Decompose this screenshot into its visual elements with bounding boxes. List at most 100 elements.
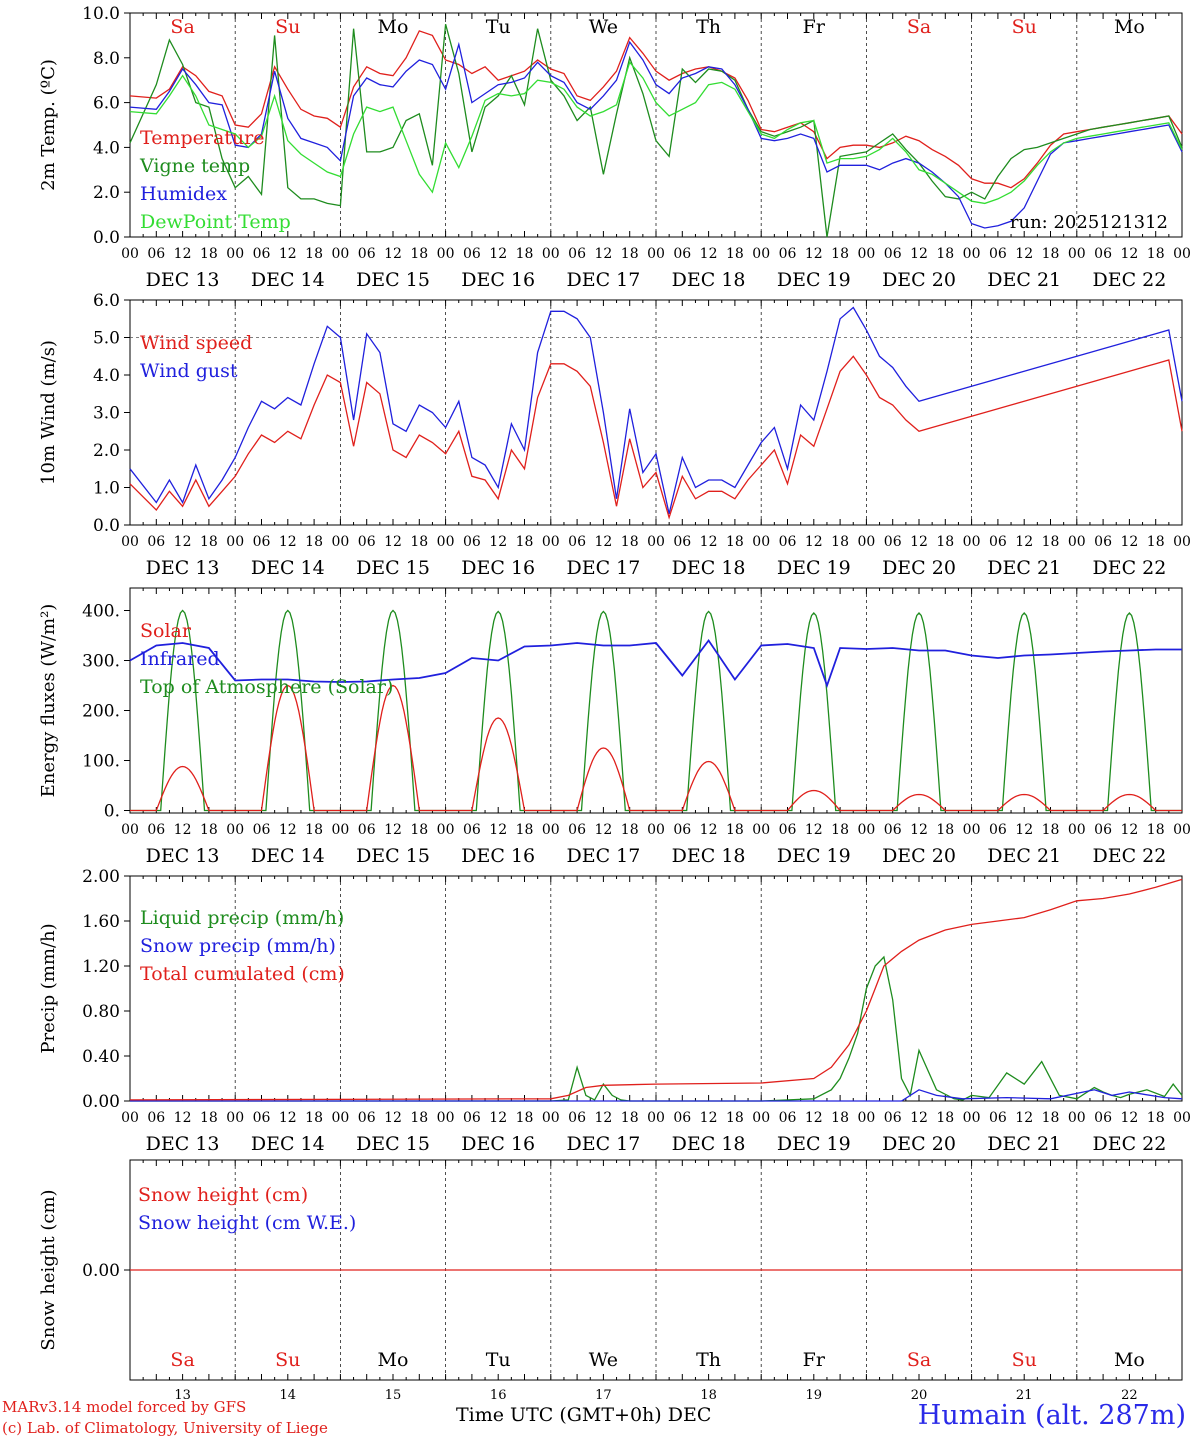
hour-tick-label: 18 — [621, 1110, 639, 1126]
hour-tick-label: 12 — [279, 246, 297, 262]
hour-tick-label: 06 — [989, 246, 1007, 262]
y-tick-label: 0.0 — [93, 228, 120, 248]
panel-snow: 0.00 Snow height (cm) Snow height (cm) Snow… — [38, 1159, 1183, 1403]
hour-tick-label: 00 — [647, 534, 665, 550]
hour-tick-label: 12 — [489, 1110, 507, 1126]
hour-tick-label: 06 — [1094, 822, 1112, 838]
hour-tick-label: 18 — [936, 246, 954, 262]
hour-tick-label: 06 — [989, 534, 1007, 550]
weekday-label: Su — [1012, 1349, 1037, 1371]
hour-tick-label: 18 — [516, 1110, 534, 1126]
hour-tick-label: 18 — [1147, 246, 1165, 262]
hour-tick-label: 18 — [200, 246, 218, 262]
hour-tick-label: 12 — [489, 246, 507, 262]
y-tick-label: 0. — [104, 802, 120, 822]
hour-tick-label: 12 — [805, 822, 823, 838]
hour-tick-label: 06 — [884, 1110, 902, 1126]
hour-tick-label: 18 — [410, 534, 428, 550]
date-label: DEC 14 — [251, 557, 325, 579]
hour-tick-label: 18 — [1147, 534, 1165, 550]
y-tick-label: 0.80 — [82, 1002, 120, 1022]
hour-tick-label: 12 — [1120, 246, 1138, 262]
date-label: DEC 20 — [882, 1133, 956, 1155]
hour-tick-label: 00 — [857, 1110, 875, 1126]
plot-frame — [129, 299, 1183, 526]
hour-tick-label: 06 — [779, 1110, 797, 1126]
date-label: DEC 21 — [987, 845, 1061, 867]
hour-tick-label: 00 — [752, 246, 770, 262]
date-label: DEC 18 — [672, 845, 746, 867]
y-axis-label: 2m Temp. (ºC) — [38, 59, 59, 191]
hour-tick-label: 06 — [779, 246, 797, 262]
hour-tick-label: 18 — [410, 246, 428, 262]
series-humidex — [129, 40, 1183, 229]
hour-tick-label: 12 — [910, 822, 928, 838]
panel-energy: 0. 100. 200. 300. 400. Energy fluxes (W/m²) 00… — [38, 587, 1191, 867]
hour-tick-label: 00 — [121, 822, 139, 838]
legend-vigne-temp: Vigne temp — [139, 155, 250, 177]
date-label: DEC 19 — [777, 845, 851, 867]
y-tick-label: 100. — [82, 752, 120, 772]
hour-tick-label: 12 — [594, 246, 612, 262]
hour-tick-label: 18 — [1042, 822, 1060, 838]
hour-tick-label: 12 — [910, 1110, 928, 1126]
hour-tick-label: 00 — [331, 246, 349, 262]
weekday-label: Th — [696, 16, 721, 38]
hour-tick-label: 00 — [857, 246, 875, 262]
hour-tick-label: 00 — [1068, 1110, 1086, 1126]
hour-tick-label: 18 — [621, 246, 639, 262]
hour-tick-label: 06 — [884, 534, 902, 550]
legend-solar: Solar — [140, 620, 192, 642]
hour-tick-label: 18 — [726, 1110, 744, 1126]
weekday-label: Tu — [486, 16, 511, 38]
hour-tick-label: 00 — [647, 822, 665, 838]
hour-tick-label: 12 — [700, 822, 718, 838]
series-wind-gust — [129, 306, 1183, 514]
hour-tick-label: 06 — [568, 822, 586, 838]
hour-tick-label: 06 — [779, 822, 797, 838]
hour-tick-label: 00 — [121, 534, 139, 550]
y-tick-label: 1.20 — [82, 957, 120, 977]
legend-humidex: Humidex — [140, 183, 227, 205]
day-number-label: 22 — [1121, 1388, 1138, 1403]
hour-tick-label: 00 — [226, 246, 244, 262]
hour-tick-label: 06 — [253, 1110, 271, 1126]
date-label: DEC 20 — [882, 557, 956, 579]
hour-tick-label: 06 — [568, 534, 586, 550]
weekday-label: Mo — [1114, 16, 1145, 38]
day-number-label: 18 — [700, 1388, 717, 1403]
day-number-label: 15 — [385, 1388, 402, 1403]
date-label: DEC 18 — [672, 269, 746, 291]
lab-credit: (c) Lab. of Climatology, University of L… — [2, 1419, 328, 1437]
hour-tick-label: 06 — [989, 822, 1007, 838]
hour-tick-label: 12 — [489, 822, 507, 838]
hour-tick-label: 12 — [279, 534, 297, 550]
date-label: DEC 16 — [461, 845, 535, 867]
hour-tick-label: 18 — [410, 822, 428, 838]
hour-tick-label: 00 — [437, 534, 455, 550]
y-tick-label: 0.00 — [82, 1092, 120, 1112]
y-tick-label: 8.0 — [93, 49, 120, 69]
hour-tick-label: 12 — [1015, 1110, 1033, 1126]
weekday-label: Tu — [486, 1349, 511, 1371]
y-tick-label: 4.0 — [93, 138, 120, 158]
hour-tick-label: 18 — [305, 822, 323, 838]
y-tick-label: 200. — [82, 702, 120, 722]
hour-tick-label: 06 — [884, 822, 902, 838]
legend-wind-gust: Wind gust — [140, 360, 238, 382]
y-tick-label: 1.60 — [82, 912, 120, 932]
hour-tick-label: 18 — [621, 534, 639, 550]
date-label: DEC 13 — [146, 845, 220, 867]
day-number-label: 14 — [280, 1388, 297, 1403]
model-credit: MARv3.14 model forced by GFS — [2, 1398, 247, 1416]
hour-tick-label: 12 — [384, 822, 402, 838]
y-tick-label: 4.0 — [93, 366, 120, 386]
hour-tick-label: 18 — [1147, 1110, 1165, 1126]
hour-tick-label: 12 — [174, 246, 192, 262]
hour-tick-label: 06 — [147, 534, 165, 550]
weekday-label: Fr — [803, 16, 826, 38]
legend-temperature: Temperature — [140, 127, 264, 149]
hour-tick-label: 18 — [831, 822, 849, 838]
weekday-label: Sa — [170, 16, 194, 38]
